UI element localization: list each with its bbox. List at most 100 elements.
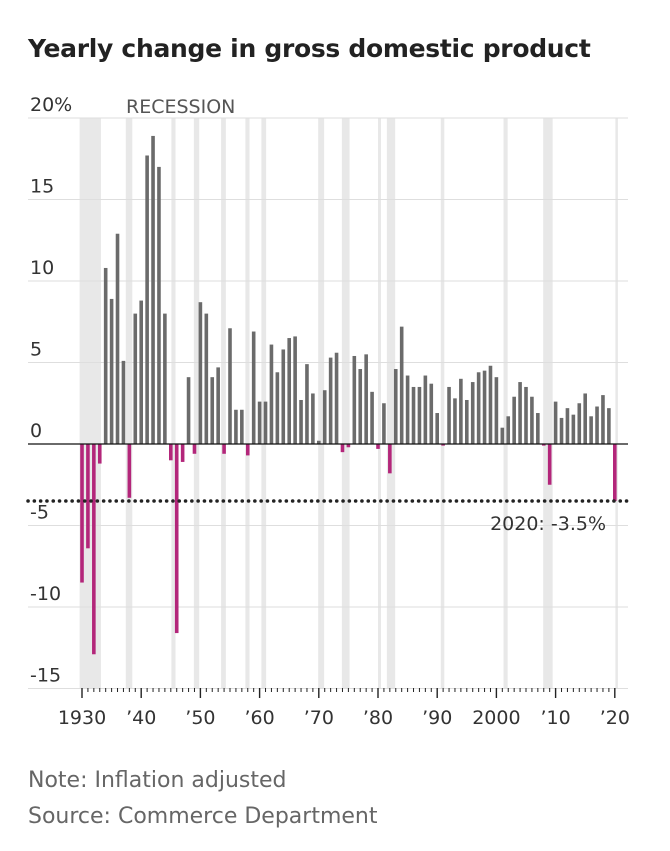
recession-band — [615, 118, 618, 688]
bar — [115, 233, 120, 444]
bar — [317, 440, 321, 444]
bar — [103, 267, 108, 444]
bar — [322, 390, 327, 444]
bar — [109, 298, 114, 444]
x-tick-label: ’60 — [244, 707, 274, 729]
x-tick-label: ’10 — [540, 707, 570, 729]
source-text: Source: Commerce Department — [28, 804, 378, 829]
bar — [228, 328, 232, 444]
bar — [530, 396, 534, 444]
bar — [328, 357, 333, 444]
bar — [559, 417, 564, 444]
bar — [429, 383, 434, 444]
bar — [80, 444, 84, 583]
bar — [169, 444, 173, 461]
bar — [305, 364, 309, 444]
x-axis — [28, 443, 628, 698]
bar — [340, 444, 345, 453]
bar — [127, 444, 132, 498]
bar — [145, 155, 149, 445]
bar — [512, 396, 516, 444]
bar — [222, 444, 226, 454]
bar — [287, 338, 291, 444]
x-tick-label: ’80 — [363, 707, 393, 729]
y-tick-label: -10 — [30, 583, 61, 605]
bar — [157, 166, 161, 444]
bar — [263, 401, 268, 444]
bar — [482, 370, 487, 444]
recession-band — [221, 118, 226, 688]
bar — [299, 399, 303, 444]
bar — [441, 444, 445, 446]
bar — [86, 444, 90, 549]
bar — [370, 391, 374, 444]
bar — [601, 395, 605, 444]
bar — [506, 416, 511, 444]
bar — [204, 313, 209, 444]
bar — [92, 444, 96, 655]
note-text: Note: Inflation adjusted — [28, 768, 287, 793]
recession-band — [125, 118, 133, 688]
bar — [198, 302, 203, 444]
recession-band — [386, 118, 396, 688]
bar — [269, 344, 274, 444]
y-tick-label: 20% — [30, 94, 72, 116]
recession-band — [543, 118, 553, 688]
bar — [97, 444, 102, 464]
bar — [133, 313, 138, 444]
recession-label: RECESSION — [126, 96, 235, 118]
x-tick-label: ’40 — [126, 707, 156, 729]
bar — [536, 413, 540, 444]
bar — [139, 300, 143, 444]
recession-band — [245, 118, 250, 688]
bar — [210, 377, 215, 444]
bars — [80, 135, 617, 655]
recession-band — [171, 118, 176, 688]
bar — [565, 408, 570, 444]
bar — [216, 367, 220, 444]
bar — [494, 377, 499, 444]
bar — [393, 369, 398, 444]
bar — [311, 393, 315, 444]
bar — [364, 354, 368, 444]
bar — [163, 313, 167, 444]
bar — [518, 382, 522, 444]
bar — [293, 336, 297, 444]
bar — [411, 386, 416, 444]
bar — [524, 386, 528, 444]
bar — [547, 444, 552, 485]
tick-labels: 20% 15 10 5 0 -5 -10 -15 RECESSION 1930 ’40 ’50 ’60 ’… — [30, 94, 630, 729]
recession-band — [440, 118, 445, 688]
bar — [476, 372, 481, 444]
x-tick-label: ’70 — [304, 707, 334, 729]
recession-band — [193, 118, 200, 688]
bar — [423, 375, 428, 444]
x-tick-label: ’20 — [600, 707, 630, 729]
bar — [180, 444, 185, 462]
chart-title: Yearly change in gross domestic product — [28, 34, 591, 63]
recession-band — [79, 118, 101, 688]
bar — [595, 406, 599, 444]
bar — [352, 355, 357, 444]
gdp-chart: 2020: -3.5% 20% 15 10 5 0 -5 -10 -15 RECESSION 19… — [26, 94, 630, 729]
bar — [121, 360, 126, 444]
y-tick-label: 10 — [30, 257, 54, 279]
bar — [346, 444, 351, 448]
bar — [388, 444, 392, 474]
bar — [465, 399, 469, 444]
bar — [453, 398, 457, 444]
bar — [151, 135, 155, 444]
bar — [245, 444, 250, 456]
bar — [577, 403, 582, 444]
x-tick-label: 1930 — [58, 707, 106, 729]
recession-band — [341, 118, 350, 688]
bar — [234, 409, 238, 444]
bar — [275, 372, 280, 444]
recession-band — [503, 118, 508, 688]
y-tick-label: -15 — [30, 665, 61, 687]
bar — [240, 409, 244, 444]
y-tick-label: 15 — [30, 176, 54, 198]
bar — [459, 378, 463, 444]
bar — [613, 444, 617, 502]
bar — [192, 444, 197, 454]
